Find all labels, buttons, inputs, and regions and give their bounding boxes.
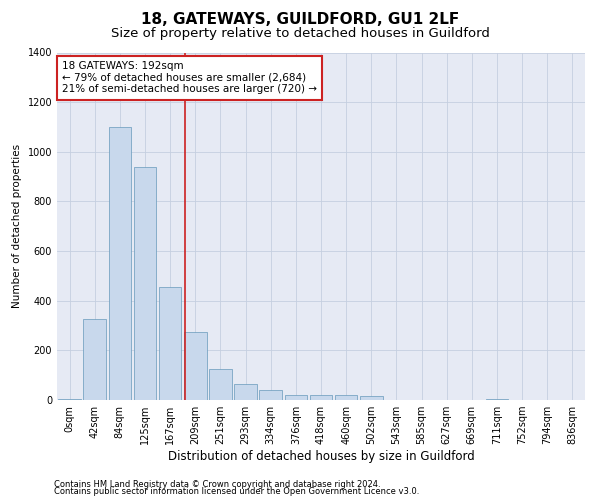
Bar	[360, 396, 383, 400]
Bar	[83, 320, 106, 400]
Bar	[310, 395, 332, 400]
Bar	[284, 395, 307, 400]
Bar	[259, 390, 282, 400]
X-axis label: Distribution of detached houses by size in Guildford: Distribution of detached houses by size …	[167, 450, 475, 463]
Bar	[184, 332, 206, 400]
Bar	[109, 127, 131, 400]
Bar	[485, 399, 508, 400]
Bar	[335, 395, 358, 400]
Bar	[159, 287, 181, 400]
Text: 18 GATEWAYS: 192sqm
← 79% of detached houses are smaller (2,684)
21% of semi-det: 18 GATEWAYS: 192sqm ← 79% of detached ho…	[62, 61, 317, 94]
Text: Size of property relative to detached houses in Guildford: Size of property relative to detached ho…	[110, 28, 490, 40]
Text: Contains public sector information licensed under the Open Government Licence v3: Contains public sector information licen…	[54, 487, 419, 496]
Text: 18, GATEWAYS, GUILDFORD, GU1 2LF: 18, GATEWAYS, GUILDFORD, GU1 2LF	[141, 12, 459, 28]
Text: Contains HM Land Registry data © Crown copyright and database right 2024.: Contains HM Land Registry data © Crown c…	[54, 480, 380, 489]
Bar	[234, 384, 257, 400]
Y-axis label: Number of detached properties: Number of detached properties	[12, 144, 22, 308]
Bar	[134, 166, 157, 400]
Bar	[209, 369, 232, 400]
Bar	[58, 399, 81, 400]
